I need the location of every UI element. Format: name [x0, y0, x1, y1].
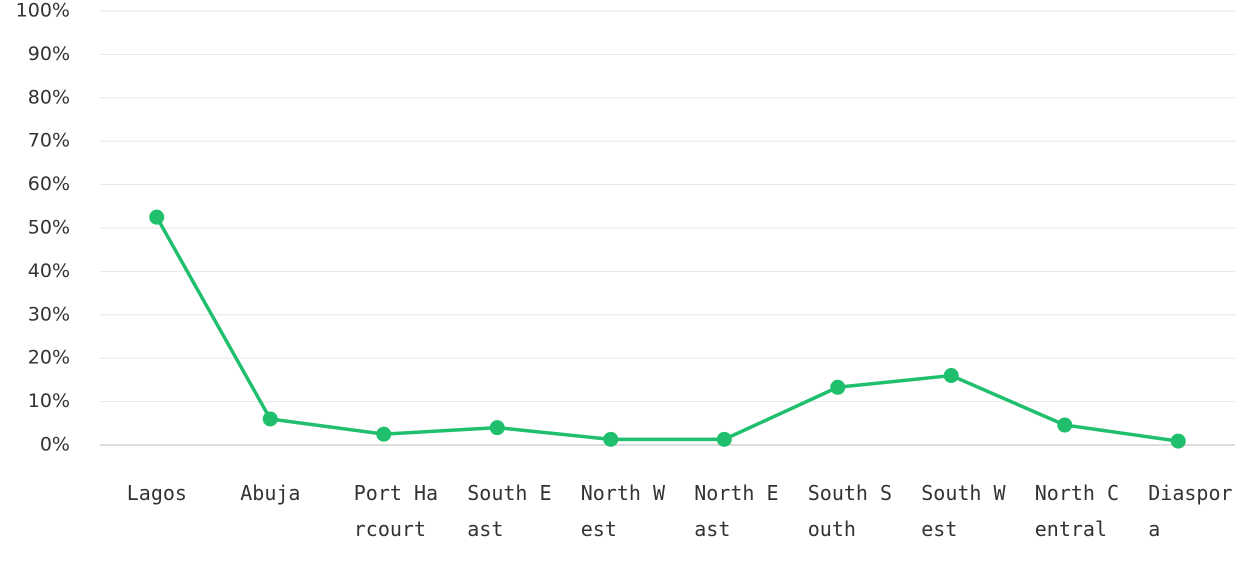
x-tick-label: Abuja [240, 481, 301, 505]
y-tick-label: 90% [28, 43, 70, 65]
y-tick-label: 10% [28, 390, 70, 412]
data-point [1057, 417, 1073, 433]
data-point [1170, 433, 1186, 449]
data-point [376, 426, 392, 442]
data-point [149, 209, 165, 225]
y-tick-label: 20% [28, 347, 70, 369]
x-tick-label: North West [580, 481, 666, 541]
x-tick-label: Lagos [126, 481, 187, 505]
series-line [155, 216, 1179, 443]
x-tick-label: Port Harcourt [353, 481, 439, 541]
y-tick-label: 70% [28, 130, 70, 152]
y-tick-label: 0% [40, 434, 70, 456]
data-point [943, 368, 959, 384]
x-tick-label: North East [694, 481, 779, 541]
y-tick-label: 80% [28, 86, 70, 108]
y-tick-label: 60% [28, 173, 70, 195]
x-tick-label: Diaspora [1148, 481, 1233, 541]
y-tick-label: 40% [28, 260, 70, 282]
y-tick-label: 30% [28, 303, 70, 325]
x-tick-label: South South [807, 481, 893, 541]
y-tick-label: 100% [16, 0, 70, 22]
y-tick-label: 50% [28, 217, 70, 239]
x-tick-label: North Central [1034, 481, 1120, 541]
data-point [830, 379, 846, 395]
data-point [603, 431, 619, 447]
data-point [262, 411, 278, 427]
x-tick-label: South West [921, 481, 1006, 541]
data-point [716, 431, 732, 447]
x-tick-label: South East [467, 481, 552, 541]
data-point [489, 420, 505, 436]
